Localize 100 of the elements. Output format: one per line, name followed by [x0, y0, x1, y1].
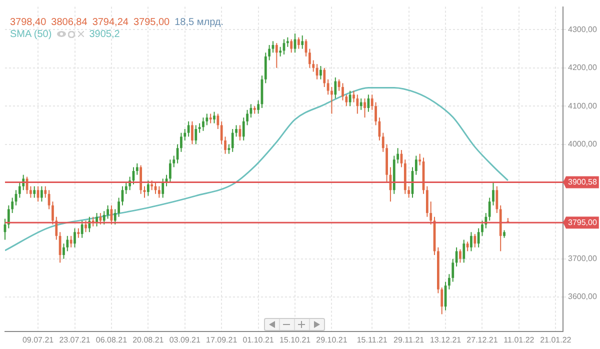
candlestick [202, 117, 204, 132]
candlestick [352, 90, 355, 103]
candlestick [470, 232, 472, 252]
x-tick-label: 17.09.21 [206, 335, 238, 344]
candlestick [146, 180, 150, 196]
x-tick-label: 09.07.21 [22, 335, 54, 344]
text: SMA (50) [10, 29, 52, 40]
candlestick [382, 132, 384, 152]
x-tick-label: 15.11.21 [356, 335, 388, 344]
candlestick [140, 164, 142, 194]
candlestick [462, 239, 466, 264]
candlestick [290, 38, 293, 54]
candlestick [58, 232, 62, 264]
candlestick [118, 197, 120, 218]
candlestick [80, 220, 84, 238]
candlestick [364, 98, 366, 118]
candlestick [430, 201, 432, 225]
candlestick [452, 258, 454, 282]
candlestick [231, 128, 234, 152]
candlestick [297, 36, 300, 50]
candlestick [7, 204, 10, 229]
candlestick [136, 162, 138, 176]
candlestick [30, 186, 32, 198]
candlestick [206, 113, 208, 126]
candlestick [235, 124, 238, 138]
candlestick [323, 67, 326, 88]
candlestick [492, 182, 494, 206]
candlestick [374, 102, 377, 126]
candlestick [220, 120, 223, 145]
ref-line-label: 3795,00 [568, 218, 598, 227]
x-tick-label: 13.12.21 [430, 335, 462, 344]
candlestick [474, 234, 476, 248]
candlestick [448, 274, 450, 290]
candlestick [158, 186, 160, 198]
candlestick [124, 182, 128, 194]
candlestick [246, 109, 248, 126]
x-tick-label: 20.08.21 [132, 335, 164, 344]
y-tick-label: 4100,00 [568, 101, 598, 110]
candlestick [348, 90, 352, 107]
candlestick [52, 201, 54, 225]
x-tick-label: 29.11.21 [394, 335, 425, 344]
x-tick-label: 11.01.22 [504, 335, 535, 344]
candlestick [257, 100, 260, 114]
x-tick-label: 27.12.21 [466, 335, 498, 344]
candlestick [224, 136, 226, 154]
x-tick-label: 29.10.21 [316, 335, 348, 344]
candlestick [44, 186, 47, 198]
candlestick [228, 144, 230, 154]
candlestick [488, 197, 491, 222]
candlestick [40, 186, 43, 202]
annotation: 3905,2 [89, 29, 120, 40]
candlestick [320, 65, 322, 80]
candlestick [180, 132, 182, 152]
x-tick-label: 06.08.21 [96, 335, 128, 344]
x-tick-label: 21.01.22 [540, 335, 572, 344]
candlestick [286, 36, 289, 48]
candlestick [268, 44, 271, 61]
x-tick-label: 03.09.21 [169, 335, 202, 344]
candlestick [345, 94, 348, 107]
candlestick [150, 180, 154, 191]
candlestick [74, 228, 76, 248]
candlestick [169, 159, 172, 183]
candlestick [66, 235, 69, 252]
candlestick [370, 94, 374, 110]
line-series [5, 87, 509, 252]
x-tick-label: 15.10.21 [279, 335, 312, 344]
candlestick [77, 228, 80, 238]
candlestick [279, 46, 282, 57]
candlestick [459, 248, 462, 264]
candlestick [209, 113, 212, 124]
candlestick [330, 86, 333, 114]
candlestick [172, 155, 176, 168]
annotation: 3795,00 [133, 17, 170, 28]
candlestick [184, 128, 186, 141]
annotation: 3806,84 [51, 17, 88, 28]
y-tick-label: 4000,00 [568, 139, 598, 148]
candlestick [312, 60, 315, 72]
candlestick [396, 148, 399, 164]
candlestick [418, 153, 422, 166]
y-tick-label: 4300,00 [568, 24, 598, 34]
candlestick [334, 76, 337, 99]
candlestick [62, 243, 65, 260]
candlestick [194, 124, 198, 145]
y-tick-label: 4200,00 [568, 63, 598, 72]
candlestick [33, 186, 36, 198]
annotation: 18,5 млрд. [174, 17, 224, 28]
candlestick [414, 155, 418, 176]
candlestick [342, 82, 344, 101]
annotation: 3794,24 [92, 17, 128, 28]
candlestick [191, 120, 194, 145]
x-tick-label: 23.07.21 [59, 335, 91, 344]
candlestick [96, 212, 98, 227]
candlestick [70, 235, 72, 248]
candlestick [301, 34, 304, 50]
candlestick [367, 94, 370, 112]
candlestick [84, 220, 87, 233]
candlestick [216, 113, 220, 130]
candlestick [162, 178, 164, 198]
candlestick [408, 186, 410, 198]
candlestick [360, 98, 362, 110]
